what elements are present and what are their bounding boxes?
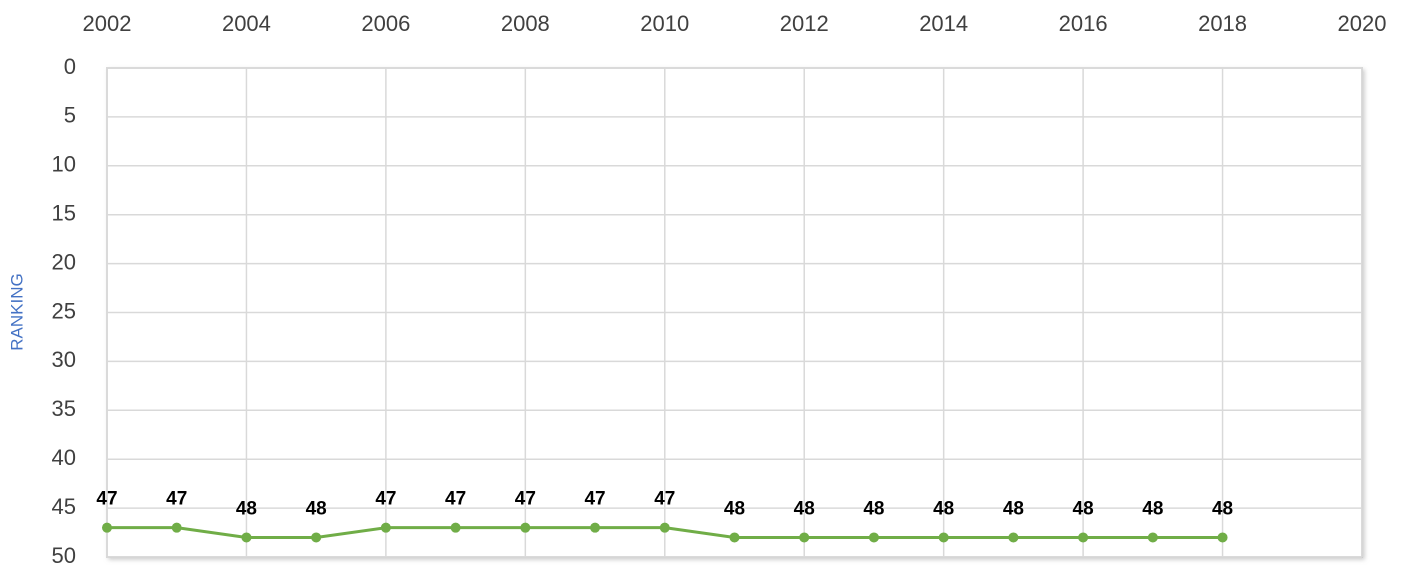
x-tick-label: 2016 [1059, 11, 1108, 36]
marker [520, 522, 531, 533]
x-tick-label: 2004 [222, 11, 271, 36]
data-label: 47 [584, 489, 605, 510]
data-label: 47 [654, 489, 675, 510]
x-tick-label: 2014 [919, 11, 968, 36]
marker [1217, 532, 1228, 543]
marker [659, 522, 670, 533]
x-tick-label: 2010 [640, 11, 689, 36]
data-label: 48 [1142, 498, 1163, 519]
marker [171, 522, 182, 533]
y-tick-label: 15 [52, 201, 76, 226]
data-label: 48 [863, 498, 884, 519]
data-label: 48 [306, 498, 327, 519]
data-label: 47 [375, 489, 396, 510]
data-label: 48 [794, 498, 815, 519]
data-label: 47 [445, 489, 466, 510]
y-tick-label: 0 [64, 54, 76, 79]
y-tick-label: 20 [52, 249, 76, 274]
marker [311, 532, 322, 543]
x-tick-label: 2018 [1198, 11, 1247, 36]
data-label: 47 [166, 489, 187, 510]
marker [380, 522, 391, 533]
data-label: 48 [1073, 498, 1094, 519]
marker [1147, 532, 1158, 543]
data-label: 48 [724, 498, 745, 519]
marker [1078, 532, 1089, 543]
marker [1008, 532, 1019, 543]
marker [590, 522, 601, 533]
x-tick-label: 2008 [501, 11, 550, 36]
x-tick-label: 2006 [361, 11, 410, 36]
data-label: 48 [933, 498, 954, 519]
marker [868, 532, 879, 543]
marker [729, 532, 740, 543]
y-axis-label: RANKING [7, 273, 26, 350]
x-tick-label: 2012 [780, 11, 829, 36]
marker [799, 532, 810, 543]
y-tick-label: 25 [52, 298, 76, 323]
x-tick-label: 2002 [83, 11, 132, 36]
marker [938, 532, 949, 543]
y-tick-label: 10 [52, 152, 76, 177]
marker [450, 522, 461, 533]
y-tick-label: 45 [52, 494, 76, 519]
marker [102, 522, 112, 533]
y-tick-label: 5 [64, 103, 76, 128]
x-tick-label: 2020 [1338, 11, 1387, 36]
data-label: 48 [1212, 498, 1233, 519]
data-label: 47 [515, 489, 536, 510]
y-tick-label: 40 [52, 445, 76, 470]
data-label: 48 [1003, 498, 1024, 519]
data-label: 48 [236, 498, 257, 519]
marker [241, 532, 252, 543]
data-label: 47 [96, 489, 117, 510]
y-tick-label: 50 [52, 543, 76, 567]
y-tick-label: 30 [52, 347, 76, 372]
y-tick-label: 35 [52, 396, 76, 421]
